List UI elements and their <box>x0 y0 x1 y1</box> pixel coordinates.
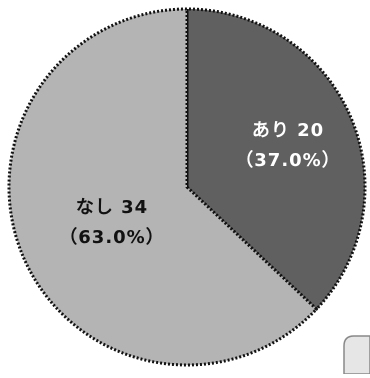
labels-layer: あり 20 （37.0%） なし 34 （63.0%） <box>59 120 340 248</box>
slice-label-nashi: なし 34 <box>76 197 148 218</box>
slice-percent-nashi: （63.0%） <box>59 227 164 248</box>
pie-slice-nashi <box>7 7 318 367</box>
slice-percent-ari: （37.0%） <box>235 150 340 171</box>
slices-layer <box>7 7 367 367</box>
adjacent-shape-fragment <box>343 335 370 375</box>
pie-slice-ari <box>185 7 367 311</box>
slice-label-ari: あり 20 <box>252 120 324 141</box>
